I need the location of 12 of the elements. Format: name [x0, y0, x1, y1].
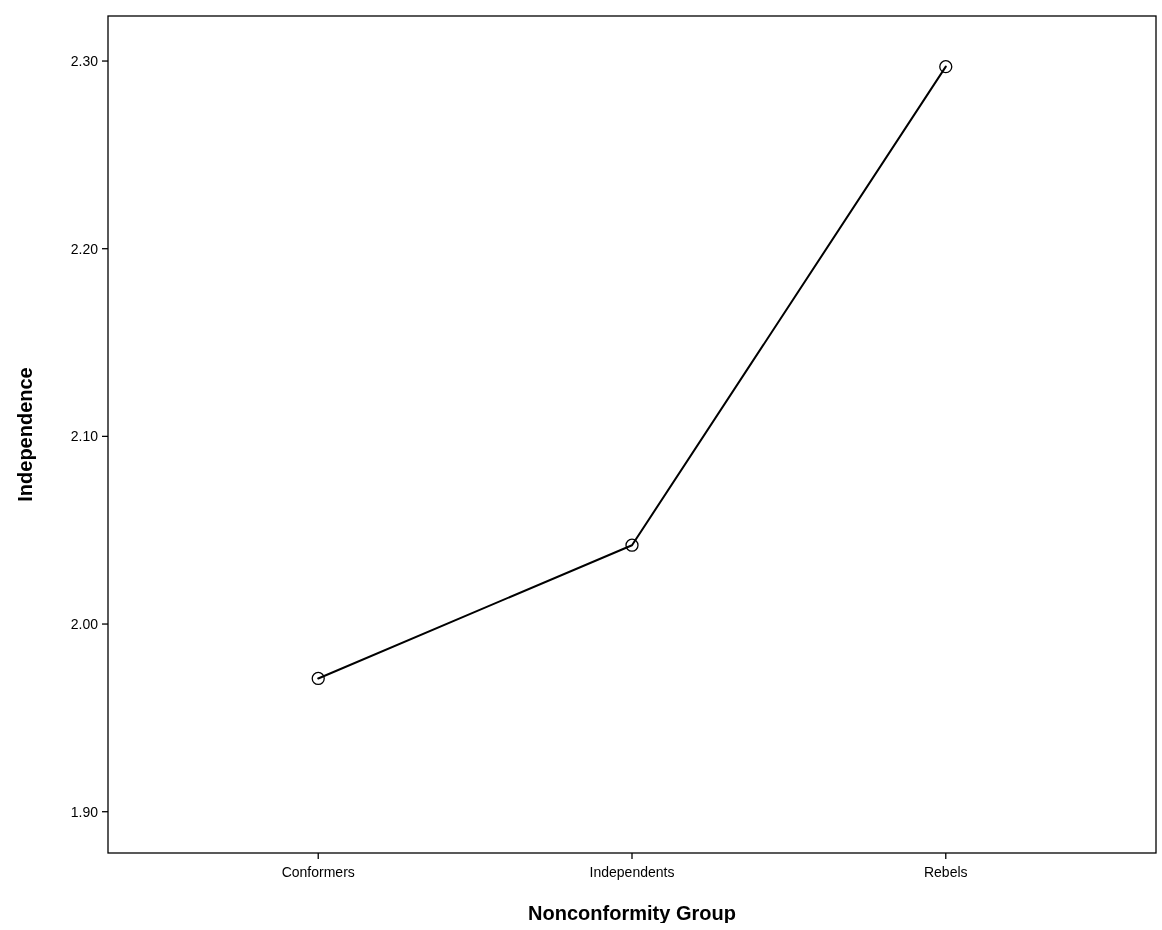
x-tick-label: Rebels [923, 864, 968, 880]
point [311, 671, 325, 686]
y-tick-label: 2.20 [70, 240, 99, 257]
point [625, 538, 639, 552]
x-tick-label: Conformers [281, 864, 355, 880]
point [939, 60, 953, 74]
y-tick-label: 2.30 [70, 52, 99, 69]
y-tick-label: 2.00 [70, 615, 99, 632]
y-tick-label: 2.10 [70, 428, 99, 445]
x-tick-label: Independents [589, 864, 675, 880]
y-tick-label: 1.90 [70, 803, 99, 820]
y-axis-title: Independence [14, 367, 36, 502]
